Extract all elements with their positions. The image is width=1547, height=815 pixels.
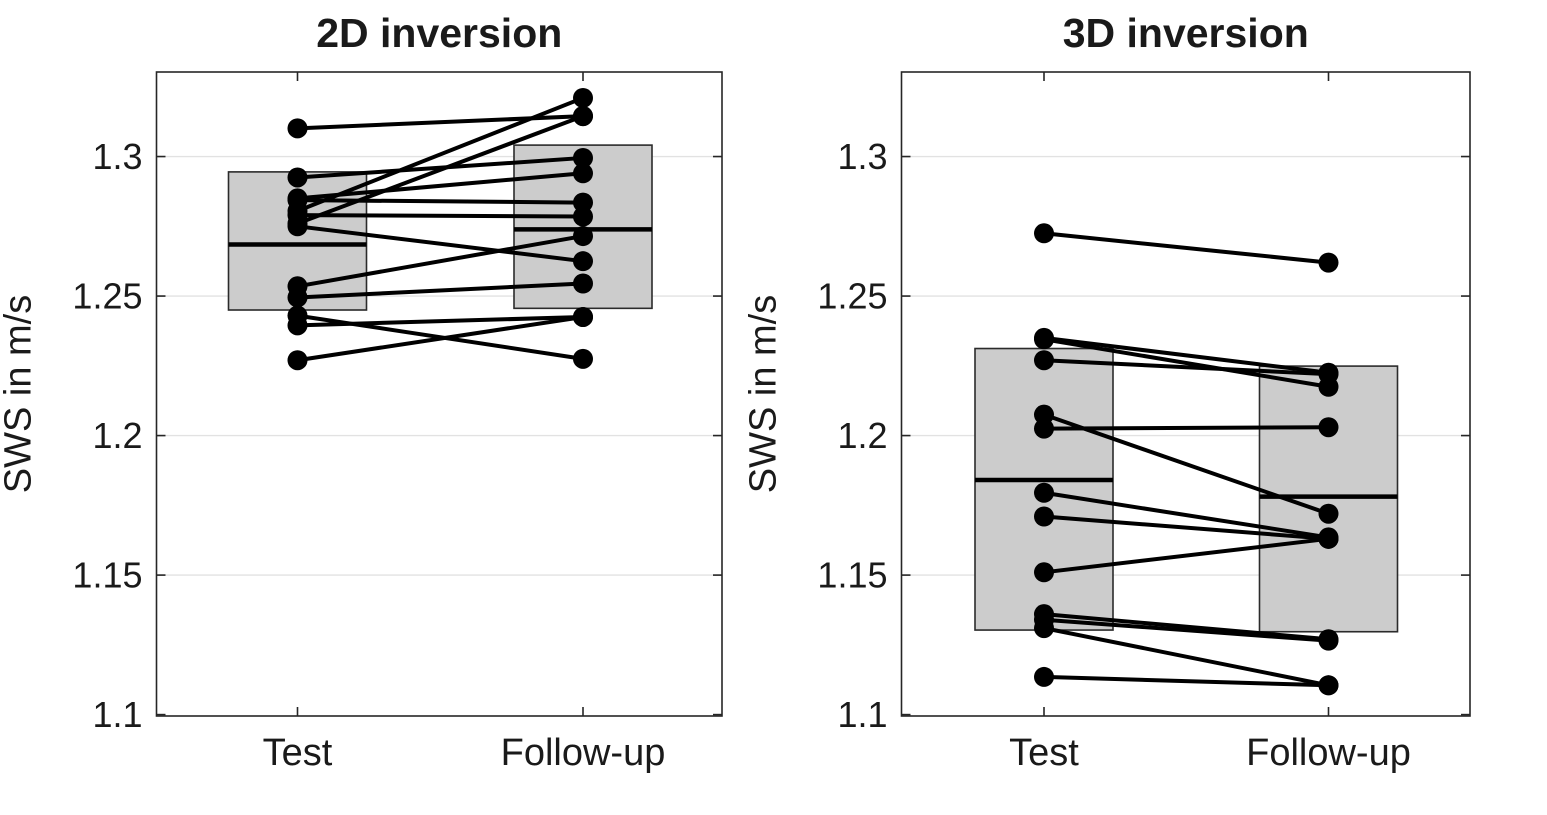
data-point-test xyxy=(1034,506,1054,527)
pair-line xyxy=(1043,412,1330,516)
panel-3d-inversion: 1.1 1.15 1.2 1.25 1.3 Test Follow-up 3D inversi… xyxy=(743,10,1471,774)
y-tick-label: 1.3 xyxy=(92,136,142,177)
data-point-followup xyxy=(1318,252,1339,273)
data-point-test xyxy=(287,216,308,237)
data-point-followup xyxy=(1318,364,1339,385)
pair-line xyxy=(297,314,584,328)
pair-line xyxy=(1043,612,1329,642)
y-tick-label: 1.3 xyxy=(837,136,887,177)
data-point-followup xyxy=(573,348,593,369)
data-point-followup xyxy=(573,226,593,247)
pair-line xyxy=(1043,626,1329,688)
data-point-followup xyxy=(573,106,593,127)
pair-line xyxy=(1043,231,1329,265)
pair-line xyxy=(297,315,584,363)
pair-line xyxy=(1043,490,1329,540)
y-tick-label: 1.2 xyxy=(92,415,142,456)
data-point-followup xyxy=(573,87,593,108)
pair-line xyxy=(297,281,584,300)
x-category-label: Test xyxy=(263,732,333,774)
panel-2d-inversion: 1.1 1.15 1.2 1.25 1.3 Test Follow-up 2D inversi… xyxy=(0,10,723,774)
data-point-test xyxy=(1034,404,1054,425)
pair-line xyxy=(1043,674,1329,688)
y-axis-label: SWS in m/s xyxy=(743,295,785,493)
pair-line xyxy=(1043,358,1329,377)
x-category-label: Follow-up xyxy=(1246,732,1411,774)
x-category-label: Test xyxy=(1009,732,1079,774)
axes-frame xyxy=(155,71,723,717)
x-category-label: Follow-up xyxy=(501,732,666,774)
pair-line xyxy=(1043,617,1329,643)
data-point-followup xyxy=(573,163,593,184)
data-point-followup xyxy=(1318,417,1339,438)
pair-line xyxy=(297,224,584,264)
pair-line xyxy=(1043,337,1329,389)
data-point-followup xyxy=(1318,630,1339,651)
data-point-test xyxy=(287,167,308,188)
data-point-followup xyxy=(1318,675,1339,696)
data-point-test xyxy=(1034,618,1054,639)
data-point-test xyxy=(1034,562,1054,583)
y-tick-label: 1.25 xyxy=(817,276,887,317)
data-point-followup xyxy=(573,206,593,227)
data-point-test xyxy=(287,287,308,308)
data-point-followup xyxy=(573,273,593,294)
pair-line xyxy=(297,234,584,289)
data-point-test xyxy=(1034,350,1054,371)
y-axis-label: SWS in m/s xyxy=(0,295,40,493)
data-point-test xyxy=(1034,482,1054,503)
panel-title: 2D inversion xyxy=(316,10,562,56)
axes-frame xyxy=(900,71,1471,717)
y-tick-label: 1.15 xyxy=(72,555,142,596)
pair-line xyxy=(297,213,584,219)
pair-line xyxy=(297,114,584,131)
data-point-test xyxy=(287,315,308,336)
pair-line xyxy=(1043,335,1329,375)
data-point-test xyxy=(1034,666,1054,687)
panel-title: 3D inversion xyxy=(1063,10,1309,56)
pair-line xyxy=(1043,514,1329,541)
data-point-test xyxy=(1034,223,1054,244)
data-point-followup xyxy=(573,192,593,213)
y-tick-label: 1.15 xyxy=(817,555,887,596)
y-tick-label: 1.25 xyxy=(72,276,142,317)
pair-line xyxy=(296,96,584,213)
data-point-test xyxy=(1034,329,1054,350)
data-point-followup xyxy=(1318,528,1339,549)
data-point-followup xyxy=(1318,503,1339,524)
data-point-followup xyxy=(573,251,593,272)
y-tick-label: 1.1 xyxy=(837,694,887,735)
data-point-followup xyxy=(573,306,593,327)
pair-line xyxy=(1043,425,1329,431)
data-point-followup xyxy=(573,147,593,168)
pair-line xyxy=(297,198,584,205)
pair-line xyxy=(296,114,584,226)
data-point-test xyxy=(287,350,308,371)
y-tick-label: 1.2 xyxy=(837,415,887,456)
pair-line xyxy=(1043,536,1329,575)
data-point-test xyxy=(1034,418,1054,439)
y-tick-label: 1.1 xyxy=(92,694,142,735)
data-point-test xyxy=(287,118,308,139)
